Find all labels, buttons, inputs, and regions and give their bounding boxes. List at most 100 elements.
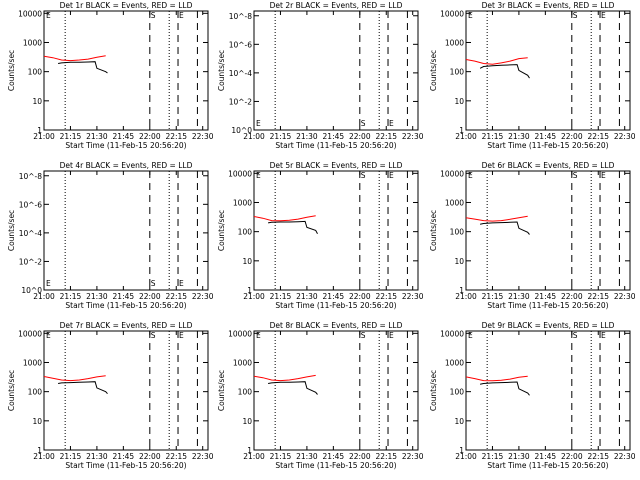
detector-panel-6: Det 6r BLACK = Events, RED = LLD 21:00 21:… [429,161,636,310]
events-series-line [479,64,530,79]
y-tick-label: 1000 [233,358,252,367]
marker-label-E: E [46,331,51,340]
y-tick-label: 10 [454,257,464,266]
x-tick-label: 21:30 [296,292,318,301]
marker-label-E: E [46,11,51,20]
plot-frame [253,10,419,131]
y-tick-label: 1 [247,446,252,455]
y-tick-label: 10^-2 [229,97,253,106]
x-tick-label: 21:45 [113,132,135,141]
y-tick-label: 1000 [445,198,464,207]
plot-frame [465,170,631,291]
marker-label-E: E [179,331,184,340]
lld-series-line [253,374,316,382]
panel-title: Det 6r BLACK = Events, RED = LLD [482,161,615,170]
lld-series-line [465,215,528,222]
y-tick-label: 10000 [18,9,42,18]
y-tick-label: 1000 [23,358,42,367]
y-tick-label: 1 [459,126,464,135]
plot-frame [43,10,209,131]
x-tick-label: 22:00 [561,132,583,141]
panel-title: Det 3r BLACK = Events, RED = LLD [482,1,615,10]
x-tick-label: 22:30 [402,452,424,461]
lld-series-line [465,57,528,65]
y-axis-label: Counts/sec [217,50,226,91]
events-series-line [480,381,530,396]
panel-title: Det 7r BLACK = Events, RED = LLD [60,321,193,330]
y-axis-label: Counts/sec [7,50,16,91]
x-tick-label: 21:15 [270,452,292,461]
y-tick-label: 100 [450,228,465,237]
x-tick-label: 22:15 [587,292,609,301]
marker-label-E: E [179,279,184,288]
x-tick-label: 21:00 [455,132,477,141]
panel-title: Det 1r BLACK = Events, RED = LLD [60,1,193,10]
y-tick-label: 10^-4 [19,229,43,238]
detector-panel-4: Det 4r BLACK = Events, RED = LLD 21:00 21:… [7,161,214,310]
x-tick-label: 22:00 [349,292,371,301]
y-tick-label: 10 [32,417,42,426]
x-tick-label: 21:00 [455,292,477,301]
x-tick-label: 21:30 [296,132,318,141]
detector-panel-1: Det 1r BLACK = Events, RED = LLD 21:00 21:… [7,1,214,150]
x-tick-label: 21:15 [482,292,504,301]
x-tick-label: 22:15 [375,292,397,301]
marker-label-E: E [468,331,473,340]
marker-label-E: E [256,331,261,340]
lld-series-line [43,55,106,62]
x-tick-label: 22:30 [614,452,636,461]
x-tick-label: 22:15 [375,132,397,141]
y-tick-label: 10^-8 [229,12,253,21]
y-tick-label: 1000 [445,358,464,367]
marker-label-E: E [389,331,394,340]
y-axis-label: Counts/sec [429,50,438,91]
y-axis-label: Counts/sec [217,370,226,411]
x-tick-label: 21:00 [243,452,265,461]
x-tick-label: 22:15 [165,132,187,141]
x-tick-label: 22:15 [587,452,609,461]
panel-title: Det 8r BLACK = Events, RED = LLD [270,321,403,330]
x-axis-label: Start Time (11-Feb-15 20:56:20) [487,301,608,310]
x-axis-label: Start Time (11-Feb-15 20:56:20) [487,141,608,150]
x-tick-label: 21:00 [243,292,265,301]
y-tick-label: 1000 [233,198,252,207]
y-tick-label: 10 [454,97,464,106]
x-tick-label: 21:45 [113,452,135,461]
x-tick-label: 22:15 [165,292,187,301]
events-series-line [268,220,318,234]
x-tick-label: 21:15 [60,132,82,141]
x-tick-label: 22:30 [402,292,424,301]
marker-label-S: S [573,331,578,340]
x-tick-label: 22:00 [561,292,583,301]
x-tick-label: 21:15 [60,452,82,461]
plot-frame [253,330,419,451]
x-tick-label: 21:30 [508,292,530,301]
x-tick-label: 21:45 [323,292,345,301]
marker-label-S: S [361,171,366,180]
x-tick-label: 22:15 [587,132,609,141]
y-tick-label: 10^-4 [229,69,253,78]
x-axis-label: Start Time (11-Feb-15 20:56:20) [487,461,608,470]
x-tick-label: 21:15 [270,292,292,301]
y-tick-label: 10000 [228,169,252,178]
x-tick-label: 22:00 [139,292,161,301]
panel-title: Det 2r BLACK = Events, RED = LLD [270,1,403,10]
x-tick-label: 22:15 [375,452,397,461]
x-axis-label: Start Time (11-Feb-15 20:56:20) [65,301,186,310]
x-tick-label: 22:00 [349,132,371,141]
marker-label-S: S [361,331,366,340]
y-axis-label: Counts/sec [217,210,226,251]
x-tick-label: 21:45 [323,452,345,461]
y-tick-label: 1 [459,446,464,455]
x-tick-label: 21:30 [86,292,108,301]
x-tick-label: 21:30 [86,132,108,141]
y-tick-label: 10 [32,97,42,106]
y-tick-label: 100 [28,68,43,77]
y-tick-label: 10^-2 [19,257,43,266]
y-axis-label: Counts/sec [7,210,16,251]
y-axis-label: Counts/sec [7,370,16,411]
x-tick-label: 22:30 [192,132,214,141]
y-tick-label: 10 [242,417,252,426]
plot-frame [465,330,631,451]
y-tick-label: 10000 [440,169,464,178]
